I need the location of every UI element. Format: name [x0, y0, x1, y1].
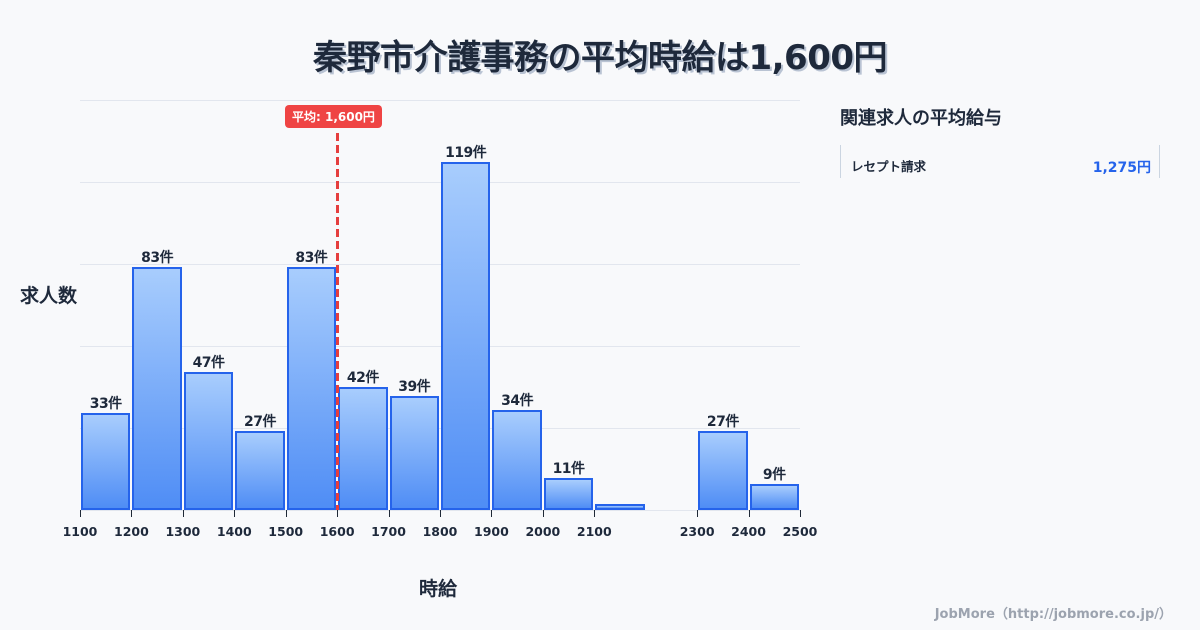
x-tick-label: 2300: [679, 524, 715, 539]
related-jobs-title: 関連求人の平均給与: [840, 108, 1002, 129]
x-tick-label: 1900: [474, 524, 509, 539]
x-tick-label: 2100: [576, 524, 612, 539]
x-tick: [80, 510, 81, 517]
x-tick-label: 1100: [62, 524, 98, 539]
bar-value-label: 39件: [398, 378, 431, 395]
histogram-bar: [492, 410, 542, 510]
x-tick: [697, 510, 699, 517]
histogram-bar: [595, 504, 645, 510]
average-badge: 平均: 1,600円: [285, 105, 382, 128]
x-tick-label: 2400: [731, 524, 766, 539]
bar-value-label: 34件: [501, 393, 534, 410]
x-tick-label: 2000: [525, 524, 561, 539]
x-tick: [800, 510, 801, 517]
histogram-bar: [235, 430, 285, 510]
gridline: [80, 100, 800, 101]
bar-value-label: 119件: [445, 144, 487, 161]
x-tick-label: 1500: [268, 524, 304, 539]
histogram-bar: [543, 477, 594, 510]
histogram-bar: [81, 413, 131, 510]
gridline: [80, 428, 800, 429]
bar-value-label: 83件: [295, 249, 328, 266]
gridline: [80, 182, 800, 183]
related-job-item[interactable]: レセプト請求 1,275円: [840, 145, 1160, 178]
x-tick-label: 1800: [422, 524, 458, 539]
x-tick-label: 2500: [782, 524, 818, 539]
x-tick: [182, 510, 184, 517]
x-axis-label: 時給: [419, 578, 458, 600]
bar-value-label: 27件: [706, 413, 739, 430]
histogram-chart: 求人数 時給 33件 83件 47件 27件 83件 42件 39件 119件 34件 11件 27…: [20, 100, 817, 600]
footer-credit: JobMore（http://jobmore.co.jp/）: [934, 607, 1172, 622]
histogram-bar: [132, 266, 182, 510]
histogram-bar: [286, 266, 337, 510]
x-tick-label: 1300: [165, 524, 201, 539]
bar-value-label: 83件: [141, 249, 174, 266]
histogram-bar: [183, 372, 234, 510]
x-tick: [748, 510, 750, 517]
related-job-value: 1,275円: [1092, 160, 1151, 176]
x-tick: [131, 510, 133, 517]
x-tick: [234, 510, 236, 517]
x-tick: [285, 510, 287, 517]
x-tick-label: 1600: [319, 524, 355, 539]
histogram-bar: [389, 395, 439, 510]
x-tick: [388, 510, 390, 517]
gridline: [80, 264, 800, 265]
bar-value-label: 9件: [762, 466, 786, 483]
histogram-bar: [698, 430, 748, 510]
x-tick: [594, 510, 596, 517]
x-tick: [542, 510, 544, 517]
x-tick-label: 1400: [216, 524, 252, 539]
x-tick-label: 1200: [114, 524, 149, 539]
histogram-bar: [441, 161, 491, 510]
bar-value-label: 33件: [89, 396, 122, 413]
histogram-bar: [338, 387, 388, 510]
bar-value-label: 27件: [244, 413, 276, 430]
bar-value-label: 11件: [552, 460, 585, 477]
gridline: [80, 346, 800, 347]
x-tick-label: 1700: [371, 524, 406, 539]
average-line: [336, 133, 339, 510]
y-axis-label: 求人数: [20, 285, 78, 307]
bar-value-label: 42件: [346, 370, 379, 386]
histogram-bar: [749, 483, 799, 510]
x-tick: [440, 510, 441, 517]
page-title: 秦野市介護事務の平均時給は1,600円: [312, 38, 888, 78]
bar-value-label: 47件: [192, 355, 225, 372]
related-job-label: レセプト請求: [851, 159, 927, 174]
x-tick: [491, 510, 493, 517]
x-tick: [337, 510, 339, 517]
